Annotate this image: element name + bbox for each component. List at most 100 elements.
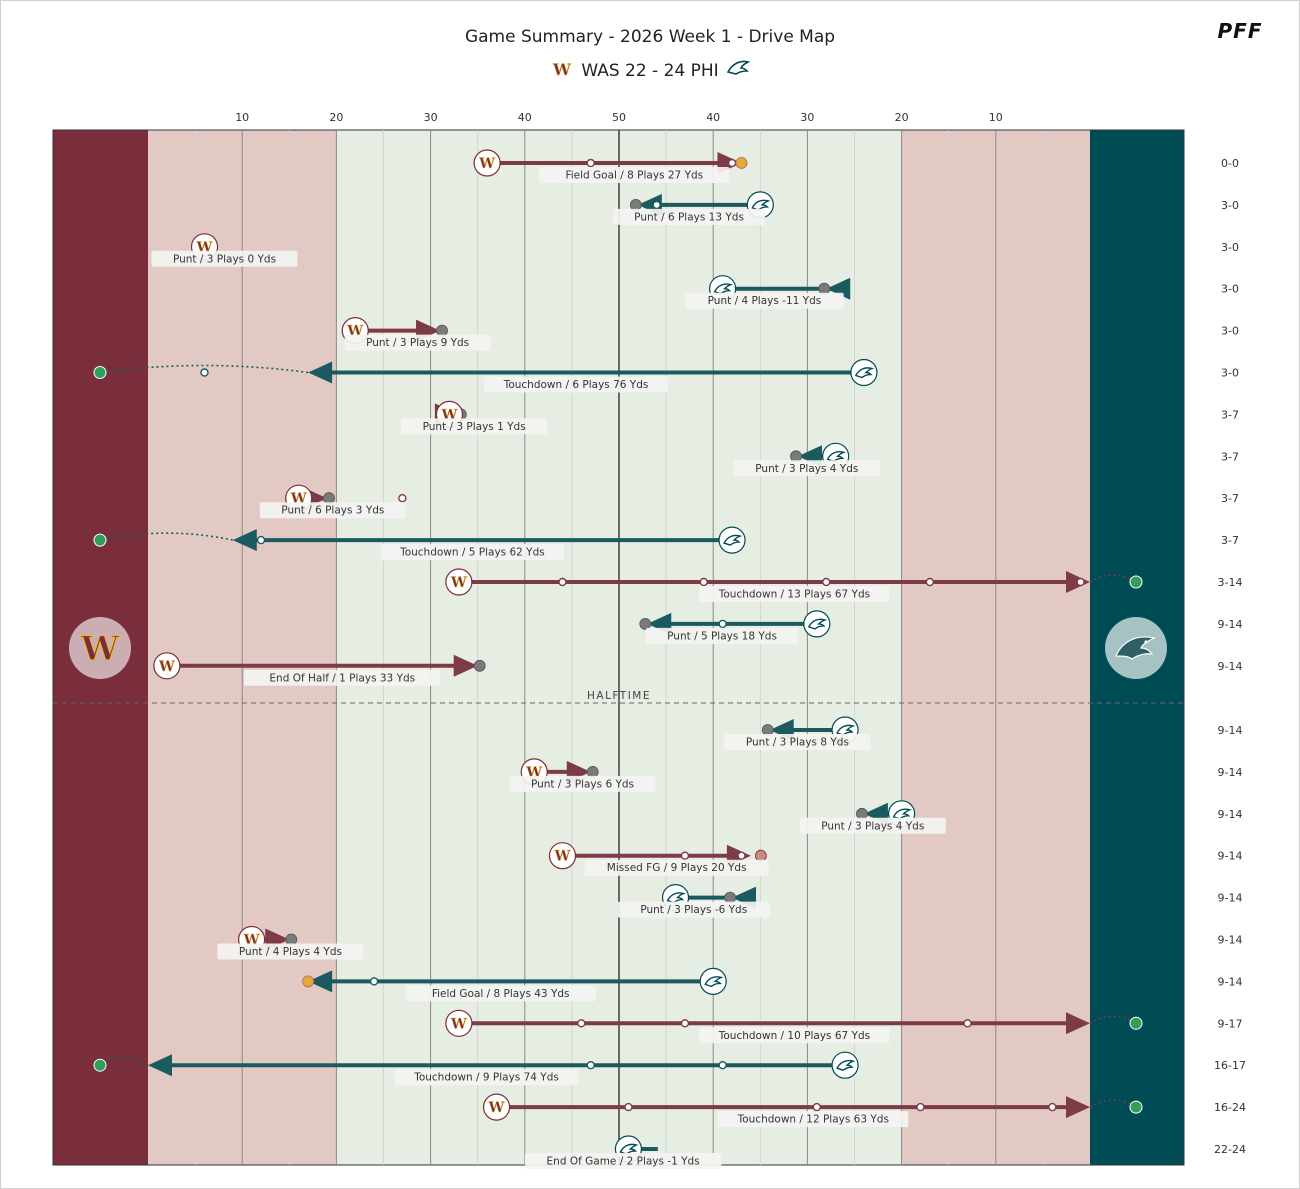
play-marker	[699, 577, 708, 587]
drive-label: Punt / 3 Plays 8 Yds	[746, 737, 849, 749]
drive-end-marker	[436, 324, 448, 337]
play-marker	[718, 619, 727, 629]
drive-label: Punt / 3 Plays 4 Yds	[755, 463, 858, 475]
drive-label: Punt / 3 Plays 9 Yds	[366, 337, 469, 349]
drive-label-box	[217, 943, 364, 960]
was-header-logo-icon: W	[552, 60, 573, 80]
drive-row: Touchdown / 9 Plays 74 Yds 16-17	[93, 1051, 1246, 1086]
phi-endzone-logo-icon	[1105, 617, 1167, 679]
play-marker	[577, 1019, 586, 1028]
x-axis-ticks: 10 20 30 40 50 40 30 20 10	[235, 111, 1003, 124]
drive-label: Punt / 3 Plays 6 Yds	[531, 778, 634, 790]
halftime-label: HALFTIME	[587, 690, 651, 702]
phi-drive-logo-icon	[803, 610, 831, 638]
play-marker	[822, 577, 831, 587]
x-tick-label: 40	[518, 111, 532, 124]
drive-label: Missed FG / 9 Plays 20 Yds	[607, 862, 747, 874]
score-line: WAS 22 - 24 PHI	[581, 61, 718, 81]
drive-row: Punt / 3 Plays 8 Yds 9-14	[724, 716, 1242, 750]
drive-label: Punt / 5 Plays 18 Yds	[667, 630, 777, 642]
play-marker	[624, 1102, 633, 1112]
phi-drive-logo-icon	[718, 526, 746, 554]
play-marker	[737, 851, 746, 860]
drive-label-box	[244, 669, 441, 686]
drive-score: 9-14	[1218, 934, 1243, 947]
drive-end-marker	[761, 724, 774, 736]
drives-layer: W Field Goal / 8 Plays 27 Yds 0-0 Punt / 6 …	[93, 149, 1246, 1169]
drive-label-box	[539, 167, 730, 183]
drive-label-box	[799, 817, 946, 834]
svg-text:W: W	[554, 849, 571, 865]
drive-score: 9-17	[1218, 1017, 1243, 1030]
pff-brand-logo: PFF	[1218, 19, 1263, 43]
x-tick-label: 40	[706, 111, 720, 124]
play-marker	[586, 158, 595, 168]
drive-label: Punt / 4 Plays -11 Yds	[708, 295, 822, 307]
phi-drive-logo-icon	[699, 967, 727, 996]
play-marker	[369, 977, 379, 986]
touchdown-dot	[1129, 1100, 1143, 1114]
drive-score: 3-0	[1221, 325, 1239, 338]
drive-arrowhead	[308, 361, 333, 384]
drive-row: Punt / 4 Plays -11 Yds 3-0	[685, 275, 1239, 309]
touchdown-trail	[99, 532, 233, 541]
was-drive-logo-icon: W	[153, 652, 181, 680]
was-drive-logo-icon: W	[445, 568, 473, 596]
drive-arrowhead	[1066, 1096, 1090, 1119]
drive-label: Punt / 6 Plays 13 Yds	[634, 211, 744, 223]
drive-score: 22-24	[1214, 1143, 1246, 1156]
drive-label-box	[151, 250, 298, 267]
svg-text:W: W	[552, 60, 572, 79]
drive-label: Punt / 3 Plays -6 Yds	[640, 904, 747, 916]
drive-label-box	[699, 586, 890, 602]
phi-drive-logo-icon	[850, 358, 878, 387]
drive-label: End Of Game / 2 Plays -1 Yds	[547, 1156, 700, 1168]
svg-text:W: W	[478, 156, 495, 172]
x-tick-label: 50	[612, 111, 626, 124]
drive-label: Punt / 3 Plays 0 Yds	[173, 253, 276, 265]
drive-label: End Of Half / 1 Plays 33 Yds	[269, 672, 415, 684]
drive-row: Punt / 5 Plays 18 Yds 9-14	[639, 610, 1242, 644]
svg-text:W: W	[80, 629, 120, 669]
drive-arrowhead	[148, 1054, 172, 1077]
drive-score: 9-14	[1218, 766, 1243, 779]
play-marker	[727, 158, 737, 168]
drive-label-box	[699, 1027, 890, 1044]
drive-label-box	[344, 334, 491, 351]
x-tick-label: 30	[424, 111, 438, 124]
was-endzone-logo-icon: W	[69, 617, 131, 679]
play-marker	[680, 1019, 690, 1028]
drive-score: 3-0	[1221, 283, 1239, 296]
touchdown-dot	[93, 1058, 107, 1072]
drive-label-box	[524, 1153, 722, 1169]
svg-text:W: W	[450, 1016, 467, 1032]
drive-score: 3-0	[1221, 241, 1239, 254]
svg-text:W: W	[488, 1100, 505, 1116]
drive-end-marker	[323, 492, 335, 505]
play-marker	[586, 1060, 595, 1070]
drive-arrowhead	[453, 654, 478, 677]
play-marker	[1048, 1102, 1057, 1112]
drive-label-box	[259, 502, 406, 519]
x-tick-label: 20	[329, 111, 343, 124]
play-marker	[812, 1102, 822, 1112]
was-drive-logo-icon: W	[548, 842, 577, 870]
drive-score: 16-17	[1214, 1059, 1246, 1072]
play-marker	[925, 577, 935, 587]
play-marker	[256, 535, 266, 545]
drive-score: 0-0	[1221, 157, 1239, 170]
drive-label: Touchdown / 12 Plays 63 Yds	[737, 1114, 889, 1126]
play-marker	[963, 1019, 972, 1028]
touchdown-dot	[1129, 1016, 1143, 1030]
drive-row: W Touchdown / 10 Plays 67 Yds 9-17	[445, 1009, 1243, 1044]
drive-score: 9-14	[1218, 892, 1243, 905]
drive-label-box	[733, 460, 880, 477]
drive-row: Punt / 3 Plays 4 Yds 3-7	[733, 442, 1239, 477]
drive-label: Touchdown / 9 Plays 74 Yds	[413, 1072, 559, 1084]
drive-score: 3-7	[1221, 450, 1239, 463]
drive-label-box	[612, 208, 766, 225]
drive-label: Field Goal / 8 Plays 27 Yds	[565, 170, 703, 182]
